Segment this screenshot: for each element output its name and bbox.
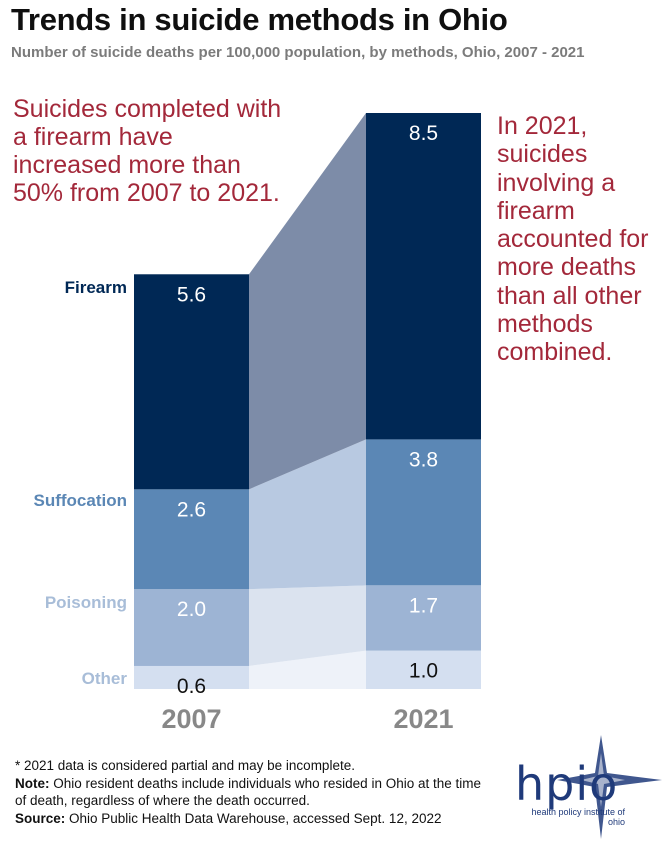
- annotation-firearm-share: In 2021, suicides involving a firearm ac…: [497, 112, 649, 367]
- value-label-suffocation-2021: 3.8: [409, 448, 438, 471]
- series-label-firearm: Firearm: [65, 278, 127, 297]
- note-line: Note: Ohio resident deaths include indiv…: [15, 775, 485, 810]
- value-label-suffocation-2007: 2.6: [177, 498, 206, 521]
- value-label-firearm-2007: 5.6: [177, 283, 206, 306]
- footer: * 2021 data is considered partial and ma…: [15, 757, 485, 827]
- category-label-2007: 2007: [161, 704, 221, 734]
- logo-wordmark: hpio: [515, 757, 619, 811]
- bar-segment-poisoning-2007: [134, 589, 249, 666]
- note-text: Ohio resident deaths include individuals…: [15, 775, 481, 809]
- value-label-other-2021: 1.0: [409, 660, 438, 683]
- value-label-firearm-2021: 8.5: [409, 122, 438, 145]
- annotation-firearm-increase: Suicides completed with a firearm have i…: [13, 95, 282, 207]
- source-line: Source: Ohio Public Health Data Warehous…: [15, 810, 485, 828]
- hpio-logo: hpio health policy institute of ohio: [497, 735, 662, 840]
- value-label-other-2007: 0.6: [177, 675, 206, 698]
- bar-segment-firearm-2007: [134, 274, 249, 490]
- bar-segment-firearm-2021: [366, 113, 481, 440]
- bar-segment-poisoning-2021: [366, 585, 481, 651]
- logo-tagline: health policy institute of ohio: [531, 807, 625, 827]
- bar-segment-other-2021: [366, 650, 481, 689]
- connector-poisoning: [249, 585, 366, 666]
- bar-segment-suffocation-2007: [134, 489, 249, 590]
- chart-title: Trends in suicide methods in Ohio: [11, 2, 508, 37]
- connector-other: [249, 650, 366, 689]
- connector-firearm: [249, 113, 366, 490]
- chart-subtitle: Number of suicide deaths per 100,000 pop…: [11, 44, 585, 61]
- connector-suffocation: [249, 439, 366, 590]
- category-label-2021: 2021: [393, 704, 453, 734]
- note-label: Note:: [15, 775, 50, 791]
- value-label-poisoning-2021: 1.7: [409, 594, 438, 617]
- stacked-bar-chart: 0.6 2.0 2.6 5.6 2007 1.0 1.7 3.8 8.5 2021 Other Poi…: [34, 113, 481, 734]
- bar-segment-other-2007: [134, 665, 249, 689]
- partial-data-note: * 2021 data is considered partial and ma…: [15, 758, 355, 773]
- value-label-poisoning-2007: 2.0: [177, 598, 206, 621]
- series-label-suffocation: Suffocation: [34, 491, 128, 510]
- source-label: Source:: [15, 810, 66, 826]
- bar-segment-suffocation-2021: [366, 439, 481, 586]
- source-text: Ohio Public Health Data Warehouse, acces…: [65, 810, 442, 826]
- star-icon: [557, 735, 662, 839]
- series-label-poisoning: Poisoning: [45, 593, 127, 612]
- series-label-other: Other: [82, 669, 128, 688]
